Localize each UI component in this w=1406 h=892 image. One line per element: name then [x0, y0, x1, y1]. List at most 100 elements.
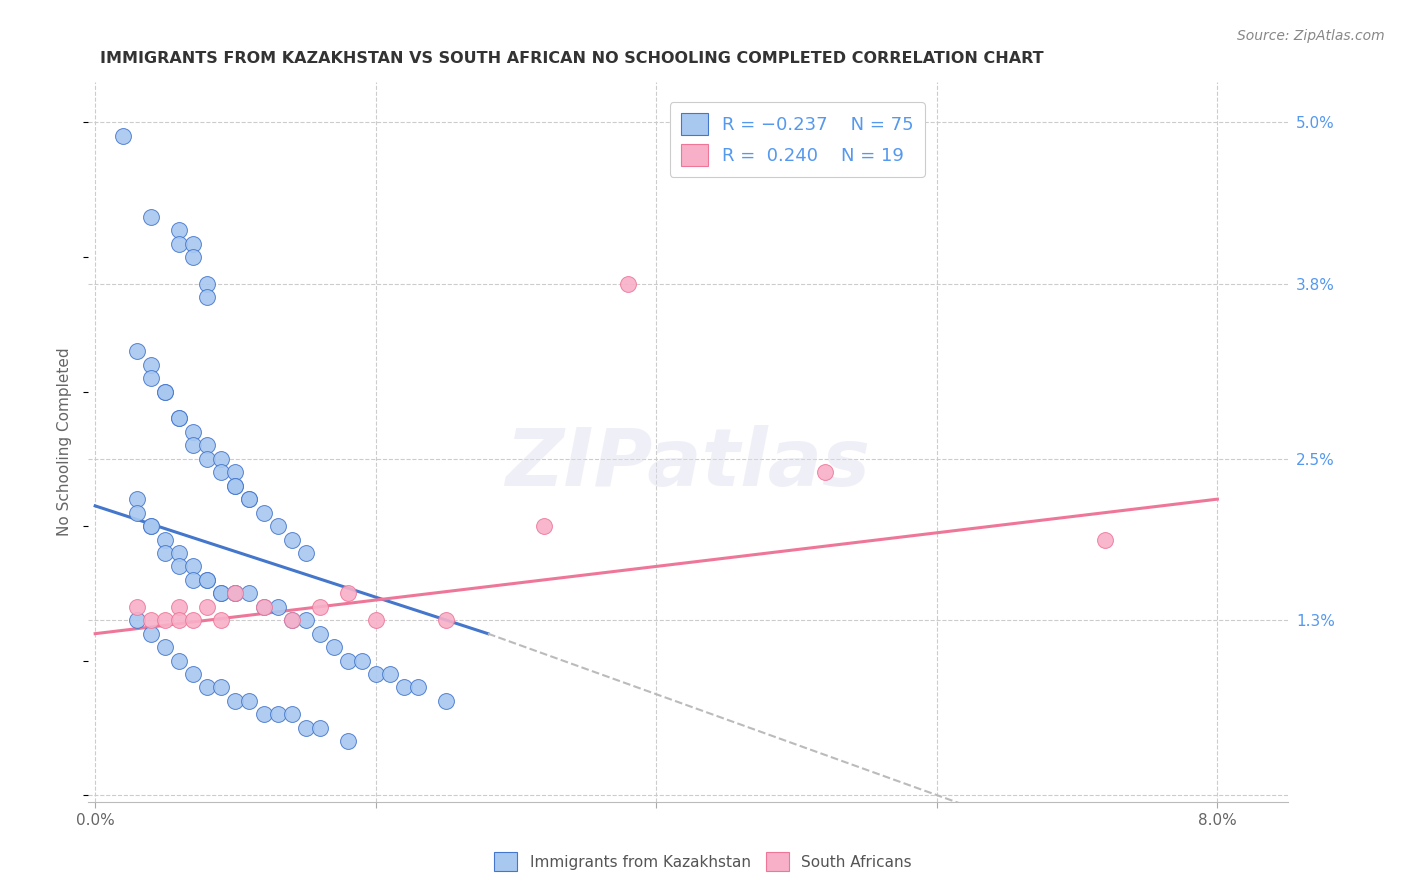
Point: [155, 384, 177, 399]
Point: [209, 681, 232, 695]
Point: [197, 573, 219, 587]
Point: [141, 613, 163, 627]
Point: [252, 506, 274, 520]
Point: [127, 599, 149, 614]
Point: [197, 599, 219, 614]
Text: Source: ZipAtlas.com: Source: ZipAtlas.com: [1237, 29, 1385, 43]
Point: [183, 559, 205, 574]
Legend: Immigrants from Kazakhstan, South Africans: Immigrants from Kazakhstan, South Africa…: [488, 847, 918, 877]
Point: [183, 425, 205, 439]
Point: [155, 640, 177, 654]
Point: [252, 599, 274, 614]
Point: [197, 290, 219, 304]
Point: [280, 613, 302, 627]
Point: [280, 613, 302, 627]
Point: [266, 599, 288, 614]
Legend: R = −0.237    N = 75, R =  0.240    N = 19: R = −0.237 N = 75, R = 0.240 N = 19: [669, 102, 925, 177]
Text: ZIPatlas: ZIPatlas: [505, 425, 870, 502]
Point: [169, 599, 191, 614]
Point: [169, 559, 191, 574]
Point: [336, 586, 359, 600]
Point: [336, 654, 359, 668]
Point: [127, 344, 149, 359]
Point: [322, 640, 344, 654]
Point: [350, 654, 373, 668]
Point: [141, 519, 163, 533]
Point: [155, 533, 177, 547]
Point: [294, 546, 316, 560]
Point: [169, 613, 191, 627]
Point: [127, 613, 149, 627]
Y-axis label: No Schooling Completed: No Schooling Completed: [58, 348, 72, 536]
Point: [155, 384, 177, 399]
Point: [183, 667, 205, 681]
Point: [127, 492, 149, 507]
Point: [183, 613, 205, 627]
Point: [169, 411, 191, 425]
Point: [141, 371, 163, 385]
Point: [814, 465, 837, 479]
Point: [252, 707, 274, 722]
Point: [266, 519, 288, 533]
Point: [238, 586, 260, 600]
Point: [141, 519, 163, 533]
Point: [238, 694, 260, 708]
Point: [209, 586, 232, 600]
Point: [364, 667, 387, 681]
Point: [280, 533, 302, 547]
Point: [392, 681, 415, 695]
Point: [434, 694, 457, 708]
Point: [209, 465, 232, 479]
Point: [224, 479, 246, 493]
Point: [252, 599, 274, 614]
Point: [434, 613, 457, 627]
Point: [406, 681, 429, 695]
Point: [127, 506, 149, 520]
Point: [141, 210, 163, 224]
Point: [183, 438, 205, 452]
Point: [238, 492, 260, 507]
Point: [533, 519, 555, 533]
Point: [266, 707, 288, 722]
Point: [224, 465, 246, 479]
Point: [336, 734, 359, 748]
Point: [294, 613, 316, 627]
Point: [169, 546, 191, 560]
Point: [308, 599, 330, 614]
Point: [224, 586, 246, 600]
Point: [112, 128, 135, 143]
Point: [197, 573, 219, 587]
Point: [224, 694, 246, 708]
Point: [141, 358, 163, 372]
Point: [183, 250, 205, 264]
Point: [209, 586, 232, 600]
Point: [308, 626, 330, 640]
Point: [364, 613, 387, 627]
Point: [197, 681, 219, 695]
Point: [209, 451, 232, 466]
Point: [280, 707, 302, 722]
Point: [169, 654, 191, 668]
Point: [308, 721, 330, 735]
Point: [617, 277, 640, 291]
Point: [141, 626, 163, 640]
Point: [169, 223, 191, 237]
Point: [238, 492, 260, 507]
Point: [224, 586, 246, 600]
Text: IMMIGRANTS FROM KAZAKHSTAN VS SOUTH AFRICAN NO SCHOOLING COMPLETED CORRELATION C: IMMIGRANTS FROM KAZAKHSTAN VS SOUTH AFRI…: [100, 51, 1043, 66]
Point: [197, 277, 219, 291]
Point: [183, 236, 205, 251]
Point: [224, 479, 246, 493]
Point: [197, 451, 219, 466]
Point: [197, 438, 219, 452]
Point: [209, 613, 232, 627]
Point: [294, 721, 316, 735]
Point: [155, 613, 177, 627]
Point: [378, 667, 401, 681]
Point: [169, 411, 191, 425]
Point: [183, 573, 205, 587]
Point: [155, 546, 177, 560]
Point: [169, 236, 191, 251]
Point: [1094, 533, 1116, 547]
Point: [224, 586, 246, 600]
